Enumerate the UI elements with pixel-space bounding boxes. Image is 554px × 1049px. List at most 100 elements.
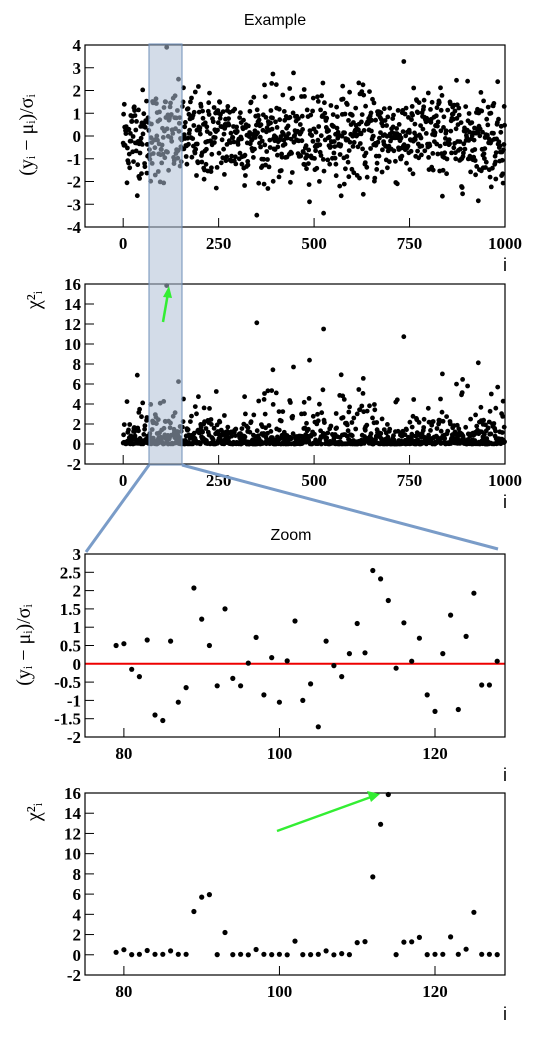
data-point <box>310 95 316 101</box>
data-point <box>323 948 329 954</box>
data-point <box>128 138 134 144</box>
data-point <box>372 407 378 413</box>
data-point <box>360 376 366 381</box>
data-point <box>344 422 350 428</box>
data-point <box>378 110 384 115</box>
data-point <box>231 139 237 145</box>
data-point <box>194 141 200 147</box>
data-point <box>189 95 194 101</box>
data-point <box>481 151 487 157</box>
data-point <box>175 699 181 705</box>
data-point <box>370 567 376 574</box>
data-point <box>325 430 331 436</box>
data-point <box>407 130 412 135</box>
data-point <box>129 118 135 124</box>
data-point <box>188 419 193 424</box>
data-point <box>364 422 370 428</box>
data-point <box>113 949 119 955</box>
data-point <box>448 128 454 134</box>
example-residuals-xlabel: i <box>503 255 507 275</box>
data-point <box>349 420 355 425</box>
data-point <box>139 414 144 420</box>
data-point <box>367 89 372 94</box>
y-tick-label: 12 <box>64 315 81 334</box>
data-point <box>490 165 495 171</box>
zoom-residuals-panel: Zoom (yᵢ − μᵢ)/σᵢ -2-1.5-1-0.500.511.522… <box>13 527 507 785</box>
data-point <box>488 110 494 116</box>
data-point <box>184 161 190 167</box>
data-point <box>306 426 311 432</box>
data-point <box>434 105 440 111</box>
data-point <box>500 398 506 404</box>
data-point <box>480 129 485 135</box>
data-point <box>196 394 201 400</box>
data-point <box>485 104 491 110</box>
data-point <box>486 951 492 957</box>
y-tick-label: 16 <box>64 275 81 294</box>
data-point <box>456 426 462 432</box>
data-point <box>284 658 290 664</box>
data-point <box>280 409 286 414</box>
y-tick-label: -2 <box>67 966 81 985</box>
data-point <box>485 425 491 431</box>
data-point <box>493 405 499 411</box>
data-point <box>138 135 144 141</box>
data-point <box>332 155 338 161</box>
x-tick-label: 100 <box>267 982 293 1001</box>
data-point <box>214 165 220 170</box>
data-point <box>440 167 446 173</box>
data-point <box>377 135 382 141</box>
data-point <box>475 360 481 366</box>
data-point <box>409 939 415 945</box>
data-point <box>221 131 227 137</box>
y-tick-label: 0 <box>73 435 82 454</box>
data-point <box>345 428 351 434</box>
data-point <box>209 165 214 171</box>
data-point <box>495 384 501 390</box>
data-point <box>500 180 506 186</box>
data-point <box>245 159 251 164</box>
data-point <box>370 96 375 102</box>
data-point <box>482 431 487 437</box>
data-point <box>401 334 407 340</box>
data-point <box>332 144 338 150</box>
data-point <box>379 416 385 422</box>
data-point <box>127 165 133 171</box>
data-point <box>468 169 473 175</box>
data-point <box>416 100 422 105</box>
data-point <box>391 112 396 118</box>
data-point <box>281 109 287 114</box>
data-point <box>121 947 127 953</box>
data-point <box>289 150 294 156</box>
data-point <box>401 59 407 64</box>
data-point <box>415 110 421 116</box>
data-point <box>243 411 248 417</box>
data-point <box>339 951 345 957</box>
data-point <box>276 409 282 414</box>
data-point <box>136 674 142 680</box>
data-point <box>452 108 458 114</box>
data-point <box>226 116 232 121</box>
y-tick-label: -2 <box>67 728 81 747</box>
data-point <box>270 115 275 121</box>
data-point <box>237 115 243 120</box>
data-point <box>357 407 363 413</box>
data-point <box>304 420 309 426</box>
data-point <box>131 159 136 165</box>
y-tick-label: 0 <box>73 655 82 674</box>
data-point <box>330 112 336 117</box>
data-point <box>391 148 397 154</box>
data-point <box>496 139 502 145</box>
data-point <box>192 89 198 95</box>
data-point <box>276 106 282 112</box>
data-point <box>459 185 465 191</box>
data-point <box>194 411 199 417</box>
data-point <box>473 412 478 418</box>
data-point <box>307 199 312 205</box>
data-point <box>303 143 309 149</box>
zoom-connector-right <box>181 463 499 551</box>
data-point <box>469 120 475 125</box>
data-point <box>238 110 243 116</box>
data-point <box>312 156 317 161</box>
data-point <box>211 425 217 431</box>
